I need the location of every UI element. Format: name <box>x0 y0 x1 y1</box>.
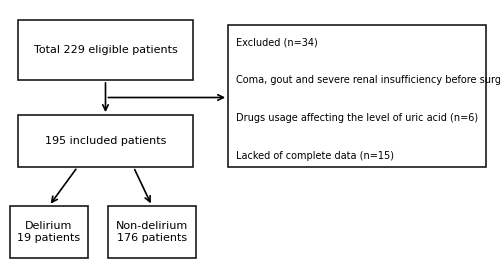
Text: Lacked of complete data (n=15): Lacked of complete data (n=15) <box>236 151 394 161</box>
Bar <box>228 25 486 167</box>
Text: Excluded (n=34): Excluded (n=34) <box>236 37 318 47</box>
Text: Delirium
19 patients: Delirium 19 patients <box>18 221 80 243</box>
Text: Non-delirium
176 patients: Non-delirium 176 patients <box>116 221 188 243</box>
Bar <box>10 206 88 258</box>
Text: 195 included patients: 195 included patients <box>45 136 166 146</box>
Text: Coma, gout and severe renal insufficiency before surgery (n=13): Coma, gout and severe renal insufficienc… <box>236 75 500 85</box>
Bar <box>18 115 193 167</box>
Text: Drugs usage affecting the level of uric acid (n=6): Drugs usage affecting the level of uric … <box>236 113 478 123</box>
Bar <box>18 20 193 80</box>
Bar <box>108 206 196 258</box>
Text: Total 229 eligible patients: Total 229 eligible patients <box>34 45 178 55</box>
